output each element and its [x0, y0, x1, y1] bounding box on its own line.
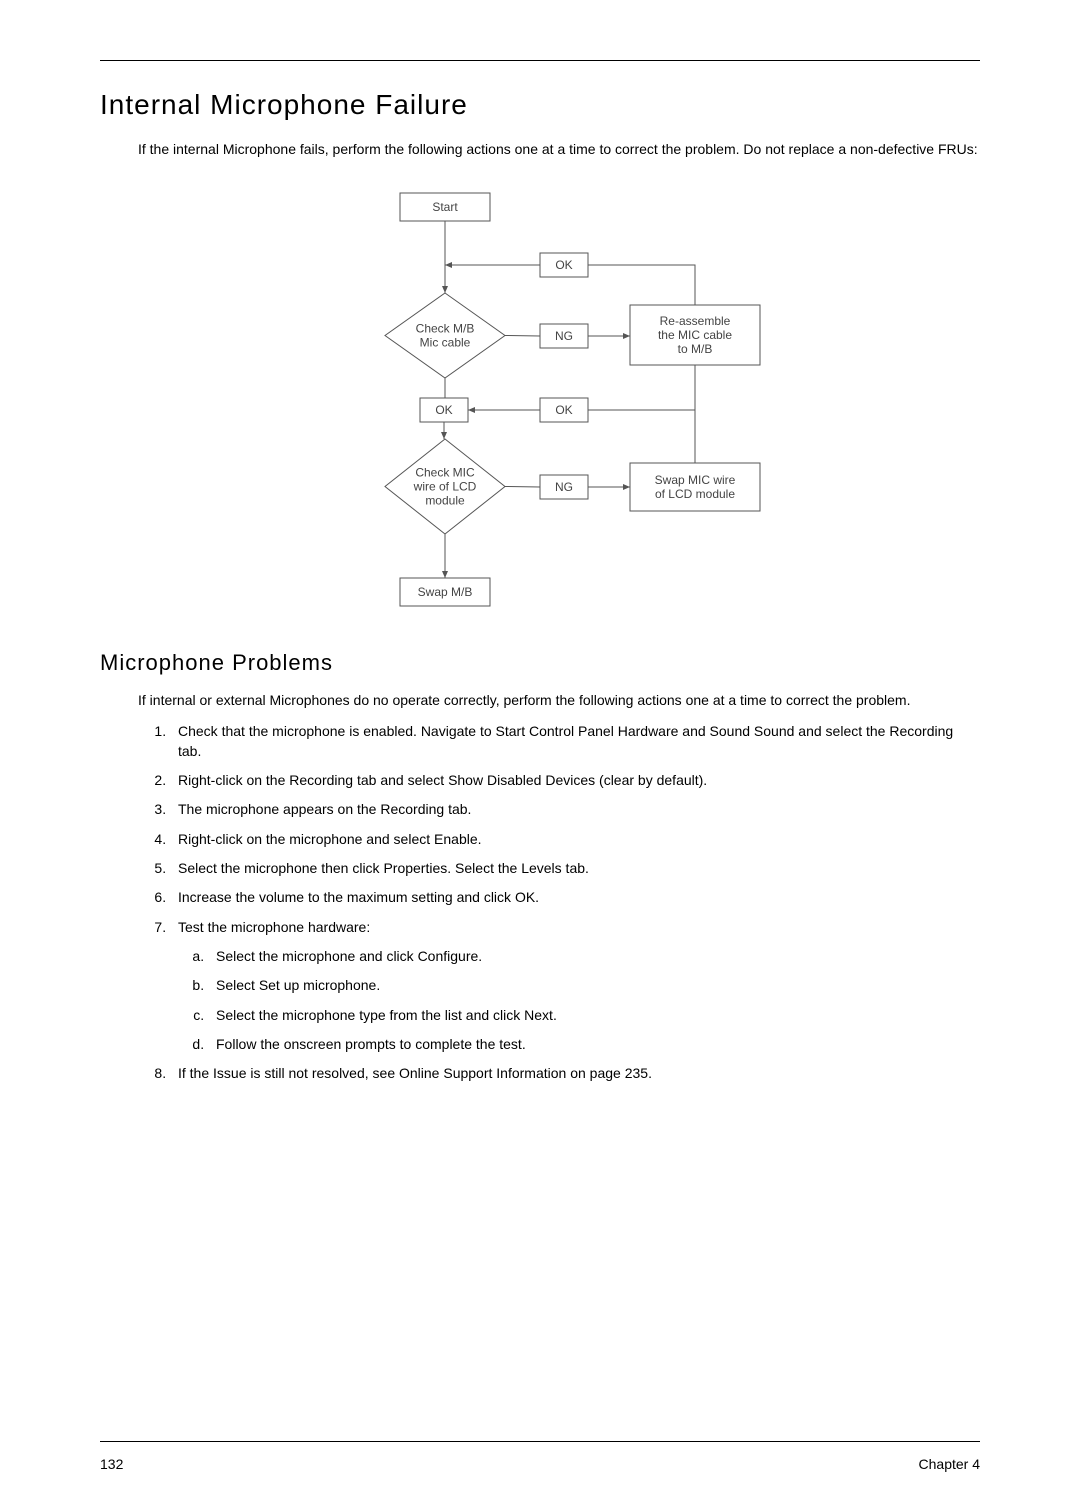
section2-title: Microphone Problems: [100, 650, 980, 676]
list-item: Test the microphone hardware: Select the…: [170, 917, 980, 1054]
svg-text:Swap M/B: Swap M/B: [418, 585, 473, 599]
flowchart-svg: Start OK Check M/BMic cable NG Re-assembleth…: [280, 183, 800, 623]
list-item: Right-click on the Recording tab and sel…: [170, 770, 980, 790]
svg-text:Mic cable: Mic cable: [420, 336, 471, 350]
list-item: Select the microphone then click Propert…: [170, 858, 980, 878]
svg-text:Check MIC: Check MIC: [415, 466, 475, 480]
svg-text:Start: Start: [432, 200, 458, 214]
page-footer: 132 Chapter 4: [100, 1456, 980, 1472]
top-divider: [100, 60, 980, 61]
svg-text:of LCD module: of LCD module: [655, 487, 735, 501]
steps-list: Check that the microphone is enabled. Na…: [170, 721, 980, 1084]
footer-page-number: 132: [100, 1456, 123, 1472]
svg-text:OK: OK: [555, 403, 572, 417]
list-item: Check that the microphone is enabled. Na…: [170, 721, 980, 762]
svg-text:OK: OK: [435, 403, 452, 417]
page-title: Internal Microphone Failure: [100, 89, 980, 121]
svg-text:OK: OK: [555, 258, 572, 272]
svg-text:NG: NG: [555, 480, 573, 494]
list-item: Select Set up microphone.: [208, 975, 980, 995]
svg-text:wire of LCD: wire of LCD: [413, 480, 477, 494]
bottom-divider: [100, 1441, 980, 1442]
svg-text:NG: NG: [555, 329, 573, 343]
list-item: Follow the onscreen prompts to complete …: [208, 1034, 980, 1054]
intro-text: If the internal Microphone fails, perfor…: [138, 139, 980, 159]
list-item: If the Issue is still not resolved, see …: [170, 1063, 980, 1083]
svg-text:Swap MIC wire: Swap MIC wire: [655, 473, 736, 487]
list-item: Increase the volume to the maximum setti…: [170, 887, 980, 907]
list-item: Select the microphone type from the list…: [208, 1005, 980, 1025]
svg-text:Re-assemble: Re-assemble: [660, 314, 731, 328]
svg-text:to M/B: to M/B: [678, 342, 713, 356]
footer-chapter: Chapter 4: [919, 1456, 980, 1472]
flowchart-container: Start OK Check M/BMic cable NG Re-assembleth…: [100, 183, 980, 628]
section2-intro: If internal or external Microphones do n…: [138, 690, 980, 710]
list-item: The microphone appears on the Recording …: [170, 799, 980, 819]
list-item: Right-click on the microphone and select…: [170, 829, 980, 849]
svg-text:Check M/B: Check M/B: [416, 322, 475, 336]
sub-list: Select the microphone and click Configur…: [208, 946, 980, 1054]
svg-text:module: module: [425, 494, 465, 508]
list-item: Select the microphone and click Configur…: [208, 946, 980, 966]
svg-text:the MIC cable: the MIC cable: [658, 328, 732, 342]
